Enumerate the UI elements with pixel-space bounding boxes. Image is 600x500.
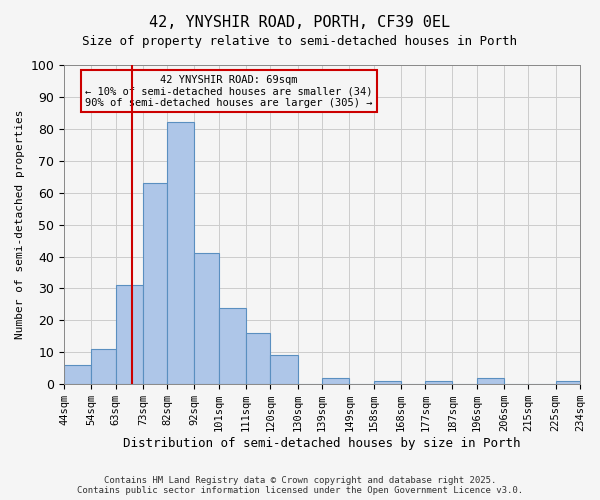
Bar [477, 378, 504, 384]
Bar [116, 286, 143, 384]
Bar [271, 356, 298, 384]
Bar [374, 381, 401, 384]
X-axis label: Distribution of semi-detached houses by size in Porth: Distribution of semi-detached houses by … [124, 437, 521, 450]
Bar [322, 378, 349, 384]
Y-axis label: Number of semi-detached properties: Number of semi-detached properties [15, 110, 25, 340]
Text: 42, YNYSHIR ROAD, PORTH, CF39 0EL: 42, YNYSHIR ROAD, PORTH, CF39 0EL [149, 15, 451, 30]
Text: Contains HM Land Registry data © Crown copyright and database right 2025.
Contai: Contains HM Land Registry data © Crown c… [77, 476, 523, 495]
Bar [167, 122, 194, 384]
Text: Size of property relative to semi-detached houses in Porth: Size of property relative to semi-detach… [83, 35, 517, 48]
Text: 42 YNYSHIR ROAD: 69sqm
← 10% of semi-detached houses are smaller (34)
90% of sem: 42 YNYSHIR ROAD: 69sqm ← 10% of semi-det… [85, 74, 373, 108]
Bar [219, 308, 246, 384]
Bar [91, 349, 116, 384]
Bar [425, 381, 452, 384]
Bar [143, 183, 167, 384]
Bar [64, 365, 91, 384]
Bar [194, 254, 219, 384]
Bar [556, 381, 580, 384]
Bar [246, 333, 271, 384]
